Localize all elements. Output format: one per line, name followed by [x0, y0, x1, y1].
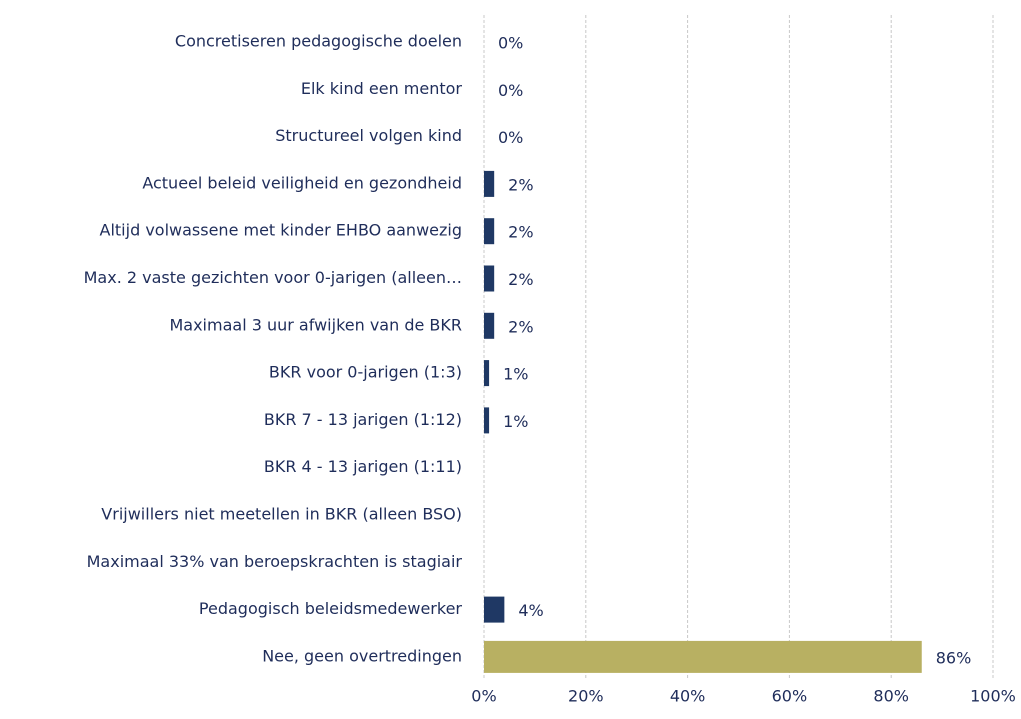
- value-label: 0%: [498, 128, 523, 147]
- value-label: 86%: [936, 648, 972, 667]
- bar: [484, 218, 495, 245]
- category-label: BKR 4 - 13 jarigen (1:11): [264, 457, 462, 476]
- category-label: Concretiseren pedagogische doelen: [175, 32, 462, 51]
- bar: [484, 640, 922, 673]
- value-label: 1%: [503, 412, 528, 431]
- category-label: Vrijwillers niet meetellen in BKR (allee…: [101, 505, 462, 524]
- category-label: BKR 7 - 13 jarigen (1:12): [264, 410, 462, 429]
- value-label: 1%: [503, 365, 528, 384]
- x-tick-label: 100%: [970, 687, 1016, 706]
- category-label: Structureel volgen kind: [275, 126, 462, 145]
- category-label: Pedagogisch beleidsmedewerker: [199, 599, 462, 618]
- bar: [484, 360, 490, 387]
- value-label: 4%: [518, 601, 543, 620]
- x-tick-label: 20%: [568, 687, 604, 706]
- category-label: Maximaal 3 uur afwijken van de BKR: [169, 315, 462, 334]
- bar: [484, 170, 495, 197]
- bar: [484, 312, 495, 339]
- category-label: Actueel beleid veiligheid en gezondheid: [142, 173, 462, 192]
- x-tick-label: 40%: [670, 687, 706, 706]
- value-label: 2%: [508, 175, 533, 194]
- category-label: BKR voor 0-jarigen (1:3): [269, 363, 462, 382]
- bar: [484, 407, 490, 434]
- x-tick-label: 60%: [772, 687, 808, 706]
- bar: [484, 596, 505, 623]
- value-label: 2%: [508, 223, 533, 242]
- category-label: Altijd volwassene met kinder EHBO aanwez…: [100, 221, 462, 240]
- x-tick-label: 80%: [873, 687, 909, 706]
- category-label: Maximaal 33% van beroepskrachten is stag…: [87, 552, 463, 571]
- value-label: 2%: [508, 317, 533, 336]
- value-label: 2%: [508, 270, 533, 289]
- category-label: Elk kind een mentor: [301, 79, 463, 98]
- category-label: Nee, geen overtredingen: [262, 646, 462, 665]
- category-label: Max. 2 vaste gezichten voor 0-jarigen (a…: [84, 268, 462, 287]
- value-label: 0%: [498, 81, 523, 100]
- x-tick-label: 0%: [471, 687, 496, 706]
- bar: [484, 265, 495, 292]
- value-label: 0%: [498, 34, 523, 53]
